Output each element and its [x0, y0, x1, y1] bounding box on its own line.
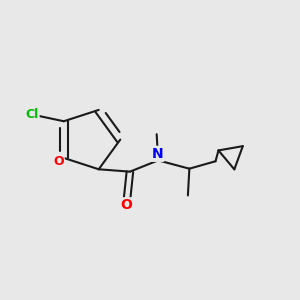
Text: O: O: [53, 155, 64, 168]
Text: Cl: Cl: [26, 108, 39, 121]
Text: N: N: [152, 147, 164, 161]
Text: O: O: [120, 198, 132, 212]
